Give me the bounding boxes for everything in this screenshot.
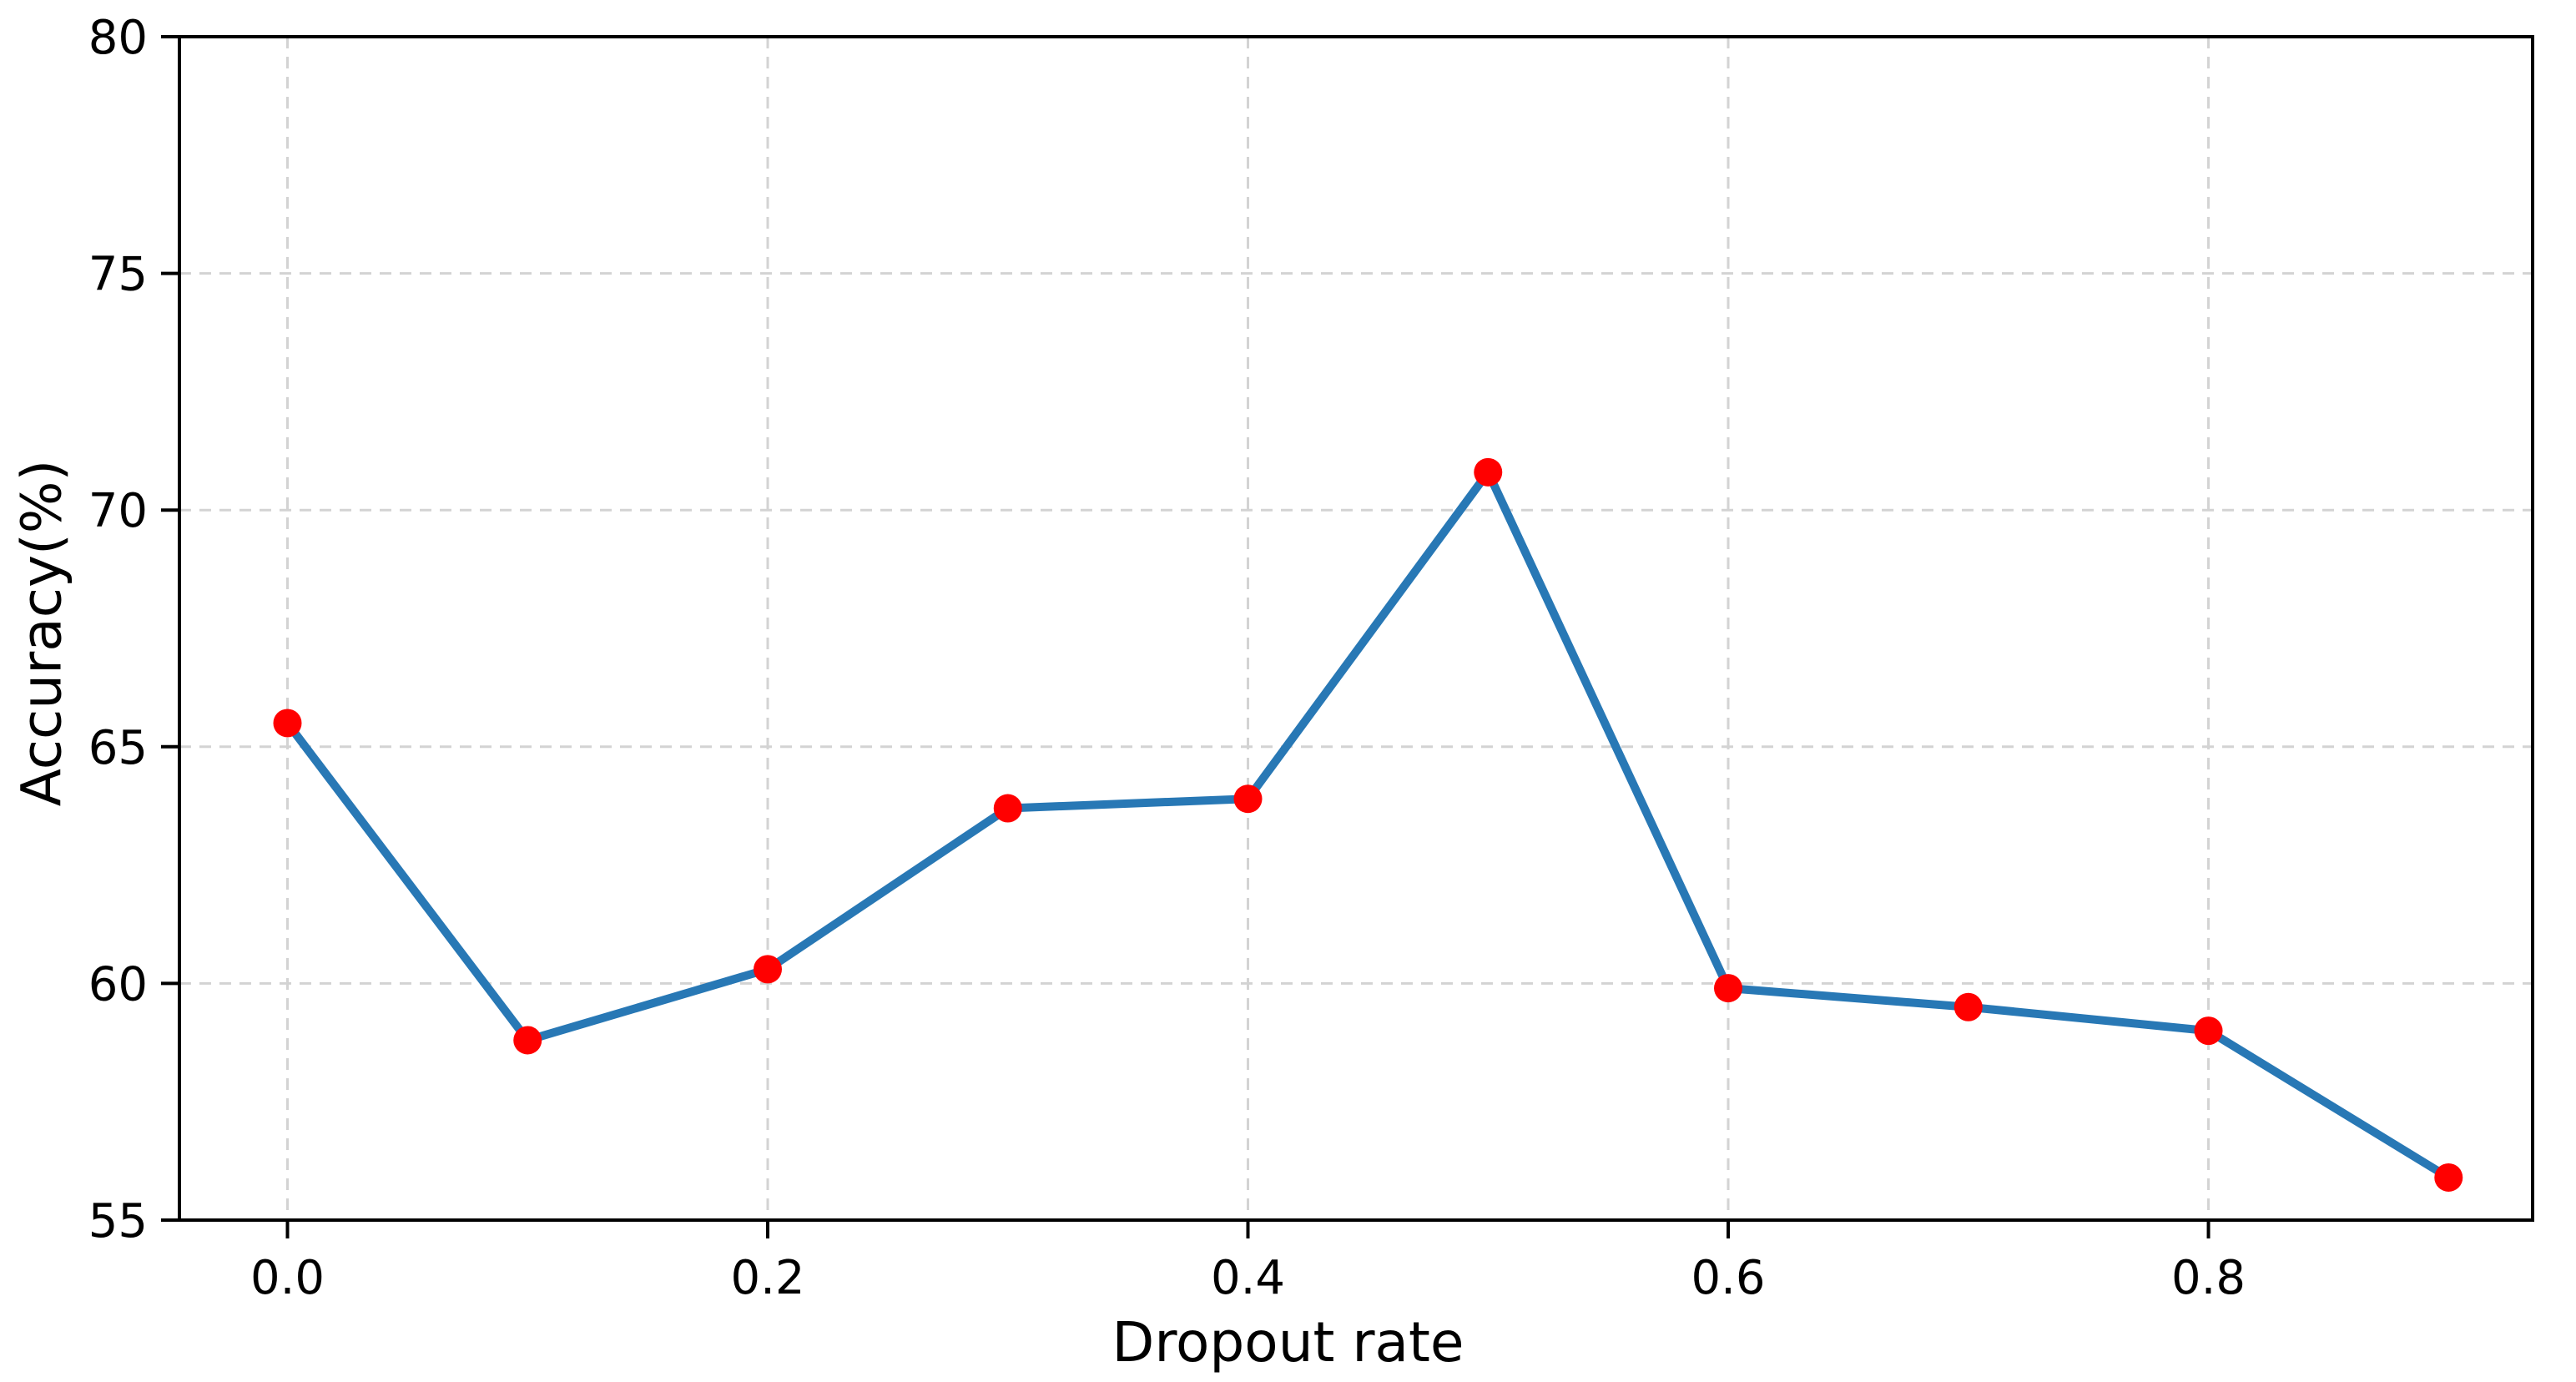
- data-point-marker: [2434, 1163, 2463, 1192]
- plot-border: [178, 35, 2534, 1222]
- x-tick-label: 0.8: [2171, 1251, 2246, 1305]
- y-tick-label: 75: [88, 248, 148, 302]
- data-point-marker: [1233, 784, 1263, 814]
- data-point-marker: [1474, 457, 1503, 487]
- data-point-marker: [2194, 1016, 2223, 1046]
- data-point-marker: [1714, 974, 1743, 1003]
- y-tick-label: 60: [88, 957, 148, 1011]
- data-point-marker: [754, 955, 782, 984]
- data-line: [284, 464, 2451, 1182]
- data-point-marker: [513, 1026, 542, 1055]
- data-point-marker: [273, 709, 302, 738]
- y-tick-label: 80: [88, 11, 148, 65]
- y-tick-label: 70: [88, 484, 148, 538]
- x-tick-label: 0.2: [730, 1251, 804, 1305]
- data-point-marker: [993, 794, 1022, 823]
- y-tick-label: 55: [88, 1194, 148, 1248]
- y-axis-label: Accuracy(%): [9, 459, 74, 807]
- data-point-marker: [1953, 992, 1983, 1021]
- x-tick-label: 0.4: [1211, 1251, 1285, 1305]
- y-tick-label: 65: [88, 721, 148, 775]
- x-axis-label: Dropout rate: [1112, 1310, 1464, 1374]
- x-tick-label: 0.0: [250, 1251, 325, 1305]
- x-tick-label: 0.6: [1691, 1251, 1765, 1305]
